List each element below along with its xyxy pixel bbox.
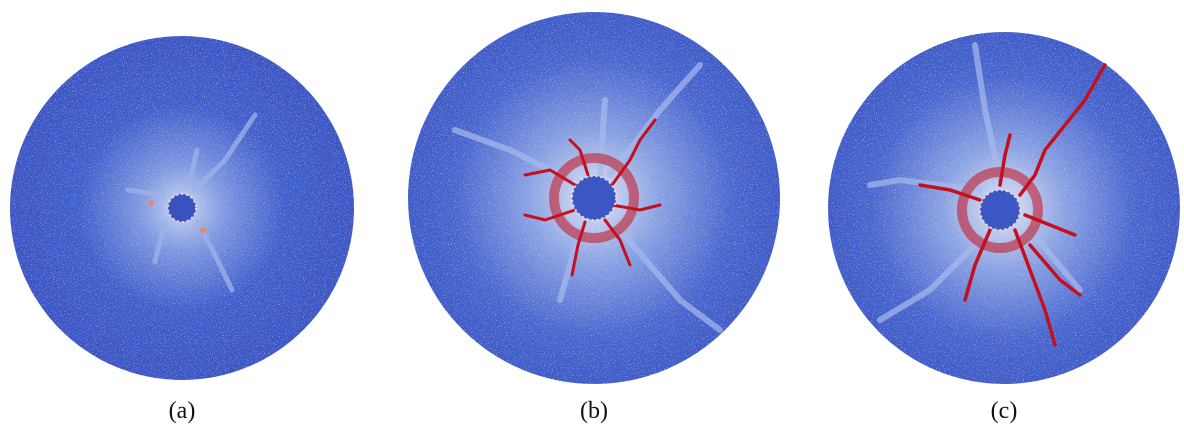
damage-streaks (867, 42, 1083, 323)
caption: (a) (169, 398, 196, 424)
caption: (b) (580, 398, 608, 424)
panel-a (10, 36, 354, 380)
hole (167, 193, 197, 223)
damage-zone (549, 153, 639, 243)
damage-zone (957, 167, 1043, 253)
damage-spot (148, 200, 154, 206)
hole (979, 189, 1021, 231)
panel-c (828, 32, 1180, 384)
damage-streaks (125, 112, 258, 293)
damage-spot (200, 227, 206, 233)
caption: (c) (991, 398, 1018, 424)
panel-b (408, 12, 780, 384)
hole (571, 175, 617, 221)
